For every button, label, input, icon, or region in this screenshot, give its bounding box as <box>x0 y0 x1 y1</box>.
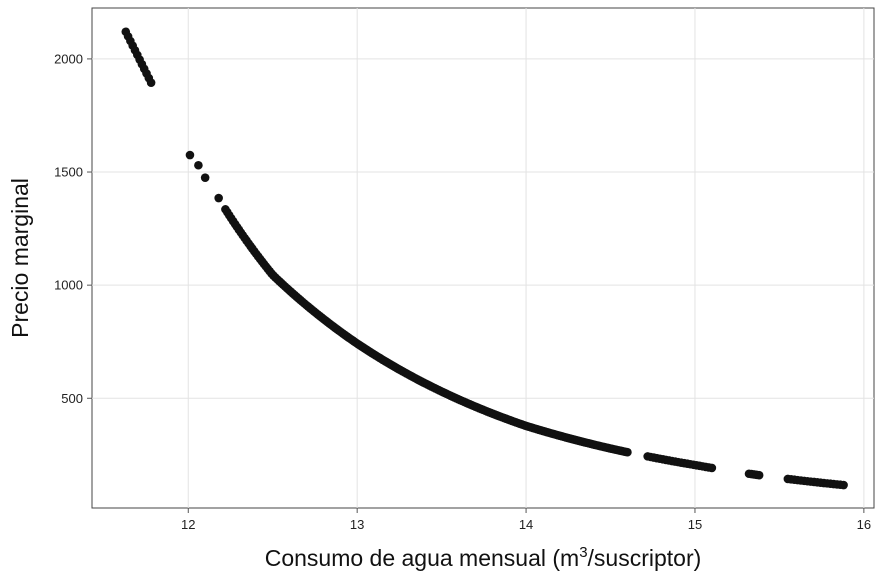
data-point <box>707 463 717 473</box>
data-point <box>754 470 764 480</box>
data-point <box>194 160 203 170</box>
data-point <box>185 150 195 160</box>
data-point <box>623 447 632 457</box>
data-point <box>214 193 223 203</box>
axes: 12 13 14 15 16 500 1000 1500 2000 <box>54 51 871 532</box>
plot-panel <box>91 7 875 509</box>
data-points <box>121 27 848 490</box>
x-tick-label: 14 <box>519 517 533 532</box>
y-tick-label: 2000 <box>54 51 83 66</box>
x-axis-title: Consumo de agua mensual (m3/suscriptor) <box>265 544 702 571</box>
x-tick-label: 16 <box>857 517 871 532</box>
y-tick-label: 1500 <box>54 165 83 180</box>
data-point <box>146 78 156 87</box>
y-axis-title: Precio marginal <box>7 178 33 338</box>
y-tick-label: 500 <box>61 391 83 406</box>
gridlines <box>92 8 874 508</box>
y-tick-label: 1000 <box>54 278 83 293</box>
x-tick-label: 15 <box>688 517 702 532</box>
x-tick-label: 12 <box>181 517 195 532</box>
data-point <box>200 173 210 182</box>
x-tick-label: 13 <box>350 517 364 532</box>
data-point <box>839 480 848 490</box>
